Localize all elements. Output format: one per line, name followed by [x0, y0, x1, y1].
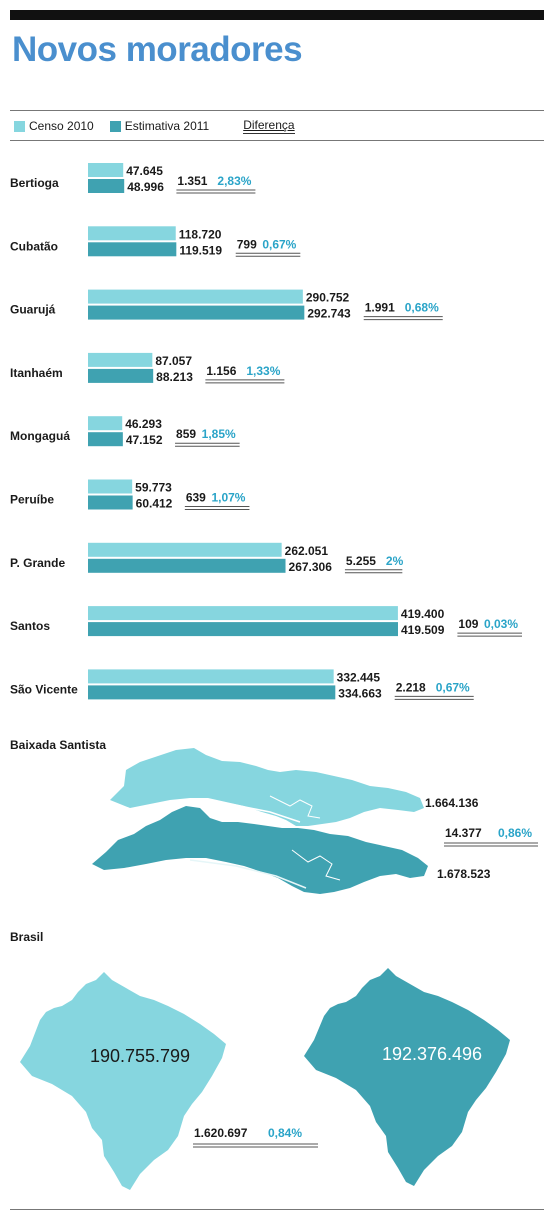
baixada-value-2010: 1.664.136	[425, 796, 479, 810]
bar-estimativa-2011	[88, 242, 177, 257]
value-label-2011: 419.509	[401, 623, 445, 637]
diff-abs-label: 1.991	[365, 301, 395, 315]
baixada-map-2010-inner-line	[269, 795, 321, 819]
value-label-2010: 262.051	[285, 544, 329, 558]
bar-estimativa-2011	[88, 432, 123, 447]
legend-label-diferenca: Diferença	[243, 118, 295, 134]
value-label-2011: 60.412	[136, 497, 173, 511]
value-label-2010: 87.057	[155, 354, 192, 368]
legend-label-estimativa: Estimativa 2011	[124, 119, 210, 133]
category-label: Peruíbe	[10, 493, 54, 507]
diff-pct-label: 0,68%	[405, 301, 439, 315]
legend-swatch-estimativa	[109, 120, 121, 132]
top-rule-bar	[10, 10, 544, 20]
diff-abs-label: 859	[176, 427, 196, 441]
diff-abs-label: 2.218	[396, 680, 426, 694]
baixada-diff-pct: 0,86%	[498, 826, 532, 840]
diff-abs-label: 109	[458, 617, 478, 631]
bar-estimativa-2011	[88, 495, 133, 510]
bar-censo-2010	[88, 479, 133, 494]
diff-pct-label: 1,85%	[202, 427, 236, 441]
baixada-map-2011-coast-line	[189, 859, 307, 889]
legend-item-censo: Censo 2010	[14, 119, 94, 133]
brasil-map-2010	[20, 972, 226, 1190]
bar-censo-2010	[88, 352, 153, 367]
legend-bottom-rule	[10, 140, 544, 141]
page-title: Novos moradores	[12, 30, 303, 69]
baixada-value-2011: 1.678.523	[437, 867, 491, 881]
legend-top-rule	[10, 110, 544, 111]
category-label: Guarujá	[10, 303, 56, 317]
bar-estimativa-2011	[88, 368, 154, 383]
diff-pct-label: 2,83%	[217, 174, 251, 188]
value-label-2010: 46.293	[125, 417, 162, 431]
bar-censo-2010	[88, 289, 303, 304]
value-label-2010: 47.645	[126, 164, 163, 178]
bar-chart: Bertioga 47.645 48.996 1.351 2,83% Cubatão 118…	[10, 163, 522, 700]
category-label: Itanhaém	[10, 366, 63, 380]
category-label: Santos	[10, 619, 50, 633]
category-label: Mongaguá	[10, 429, 70, 443]
bar-censo-2010	[88, 669, 334, 684]
value-label-2011: 267.306	[289, 560, 333, 574]
baixada-map-2010-coast-line	[189, 799, 301, 823]
bar-estimativa-2011	[88, 305, 305, 320]
footer-rule	[10, 1209, 544, 1210]
brasil-map-2011	[304, 968, 510, 1186]
diff-pct-label: 0,03%	[484, 617, 518, 631]
brasil-label: Brasil	[10, 930, 43, 944]
bar-censo-2010	[88, 542, 282, 557]
category-label: São Vicente	[10, 682, 78, 696]
brasil-value-2010: 190.755.799	[90, 1046, 190, 1066]
diff-abs-label: 799	[237, 237, 257, 251]
value-label-2011: 119.519	[179, 243, 222, 257]
diff-pct-label: 1,33%	[246, 364, 280, 378]
diff-pct-label: 0,67%	[262, 237, 296, 251]
brasil-diff-pct: 0,84%	[268, 1126, 302, 1140]
bar-censo-2010	[88, 606, 398, 621]
value-label-2010: 118.720	[179, 227, 222, 241]
legend-label-censo: Censo 2010	[29, 119, 94, 133]
value-label-2011: 88.213	[156, 370, 193, 384]
baixada-map-2010	[110, 748, 424, 826]
value-label-2011: 48.996	[127, 180, 164, 194]
value-label-2011: 47.152	[126, 433, 163, 447]
legend-swatch-censo	[14, 120, 25, 132]
diff-abs-label: 1.156	[206, 364, 236, 378]
diff-abs-label: 1.351	[177, 174, 207, 188]
diff-abs-label: 5.255	[346, 554, 376, 568]
value-label-2011: 292.743	[307, 307, 351, 321]
bar-estimativa-2011	[88, 622, 398, 637]
brasil-value-2011: 192.376.496	[382, 1044, 482, 1064]
value-label-2010: 59.773	[135, 481, 172, 495]
bar-censo-2010	[88, 416, 123, 431]
value-label-2011: 334.663	[338, 686, 382, 700]
diff-pct-label: 2%	[386, 554, 404, 568]
bar-estimativa-2011	[88, 179, 125, 193]
bar-censo-2010	[88, 163, 124, 177]
diff-pct-label: 0,67%	[436, 680, 470, 694]
diff-abs-label: 639	[186, 491, 206, 505]
bar-censo-2010	[88, 226, 176, 241]
baixada-map-2011-inner-line	[291, 849, 341, 881]
baixada-map-2011	[92, 806, 428, 894]
value-label-2010: 290.752	[306, 291, 350, 305]
value-label-2010: 332.445	[337, 670, 381, 684]
diff-pct-label: 1,07%	[211, 491, 245, 505]
bar-estimativa-2011	[88, 685, 336, 700]
category-label: P. Grande	[10, 556, 65, 570]
bar-estimativa-2011	[88, 558, 286, 573]
brasil-diff-abs: 1.620.697	[194, 1126, 248, 1140]
category-label: Bertioga	[10, 176, 59, 190]
baixada-label: Baixada Santista	[10, 738, 106, 752]
baixada-diff-abs: 14.377	[445, 826, 482, 840]
category-label: Cubatão	[10, 239, 58, 253]
legend-item-estimativa: Estimativa 2011	[109, 119, 210, 133]
value-label-2010: 419.400	[401, 607, 445, 621]
legend: Censo 2010 Estimativa 2011 Diferença	[14, 117, 295, 135]
